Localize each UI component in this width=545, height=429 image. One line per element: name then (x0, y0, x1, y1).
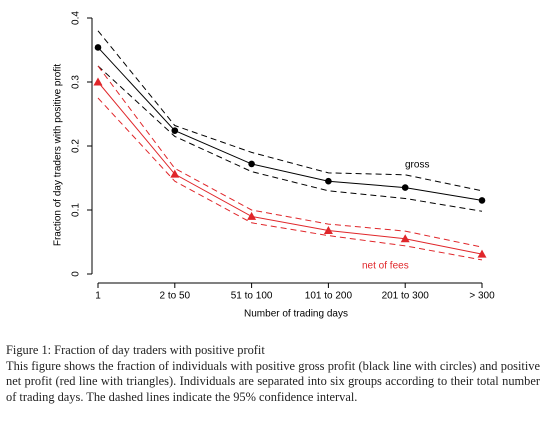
marker (323, 225, 333, 234)
x-tick-label: > 300 (469, 291, 495, 302)
x-tick-label: 201 to 300 (382, 291, 430, 302)
marker (94, 44, 102, 51)
marker (478, 197, 486, 204)
caption: Figure 1: Fraction of day traders with p… (6, 343, 540, 405)
caption-text: This figure shows the fraction of indivi… (6, 358, 540, 404)
marker (93, 77, 103, 86)
marker (170, 169, 180, 178)
y-axis-label: Fraction of day traders with positive pr… (53, 64, 64, 247)
ci-upper (97, 30, 483, 192)
y-tick-label: 0.1 (71, 203, 82, 217)
marker (400, 234, 410, 243)
y-tick-label: 0 (71, 271, 82, 277)
chart: Number of trading days Fraction of day t… (53, 11, 495, 320)
caption-title: Figure 1: Fraction of day traders with p… (6, 343, 265, 357)
y-tick-label: 0.3 (71, 75, 82, 89)
x-axis-label: Number of trading days (244, 309, 348, 320)
x-tick-label: 1 (95, 291, 101, 302)
series-label: gross (405, 160, 429, 171)
y-tick-label: 0.4 (71, 11, 82, 25)
marker (325, 177, 332, 185)
y-tick-label: 0.2 (71, 139, 82, 153)
series-label: net of fees (362, 261, 409, 272)
x-tick-label: 101 to 200 (305, 291, 353, 302)
marker (477, 249, 487, 258)
marker (247, 211, 257, 220)
x-tick-label: 51 to 100 (231, 291, 273, 302)
ci-upper (97, 65, 483, 248)
line (97, 47, 483, 201)
line (97, 81, 483, 255)
marker (248, 160, 255, 168)
marker (171, 127, 179, 134)
marker (401, 184, 409, 191)
ci-lower (97, 65, 483, 212)
ci-lower (97, 97, 483, 261)
x-tick-label: 2 to 50 (160, 291, 191, 302)
